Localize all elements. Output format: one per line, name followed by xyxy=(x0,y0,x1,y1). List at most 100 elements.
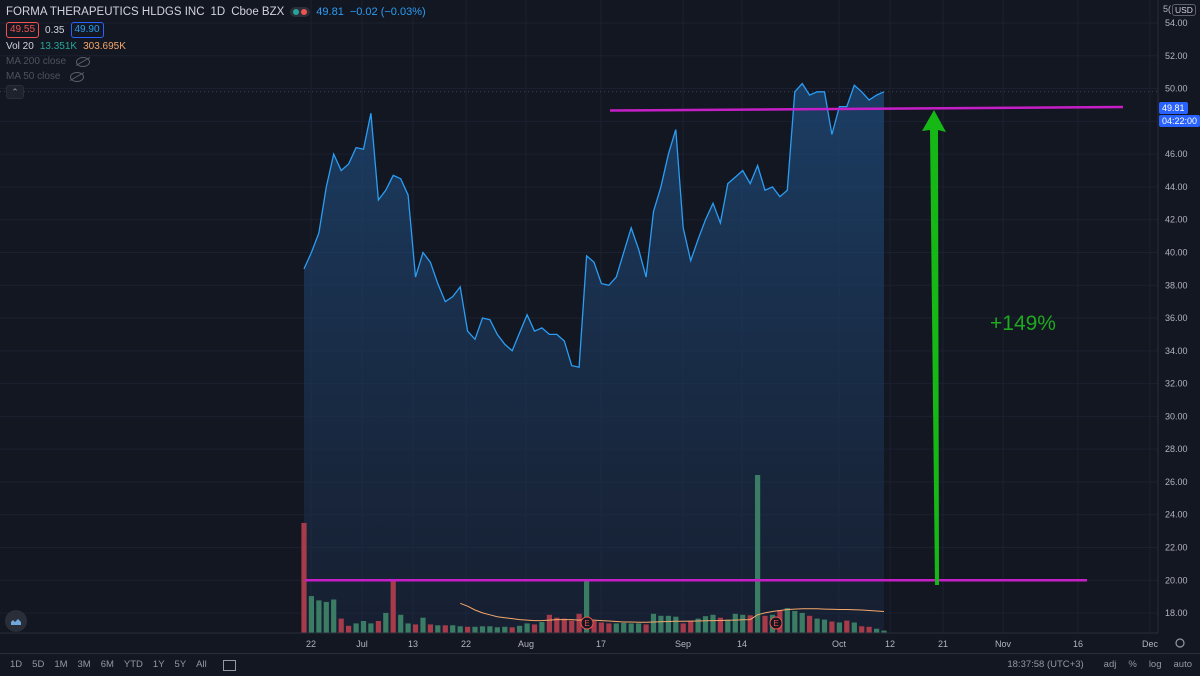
interval-label[interactable]: 1D xyxy=(210,6,226,18)
hidden-eye-icon[interactable] xyxy=(70,71,85,82)
y-tick-label: 46.00 xyxy=(1165,149,1188,159)
volume-bar xyxy=(688,621,694,633)
y-tick-label: 34.00 xyxy=(1165,346,1188,356)
volume-bar xyxy=(494,627,500,633)
percent-toggle[interactable]: % xyxy=(1128,659,1137,670)
volume-bar xyxy=(680,623,686,633)
auto-toggle[interactable]: auto xyxy=(1173,659,1193,670)
y-tick-label: 38.00 xyxy=(1165,280,1188,290)
volume-bar xyxy=(531,624,538,633)
volume-bar xyxy=(435,625,441,633)
volume-bar xyxy=(316,600,322,633)
log-toggle[interactable]: log xyxy=(1148,659,1162,670)
market-status-icon[interactable] xyxy=(290,7,311,17)
volume-bar xyxy=(747,615,753,633)
adj-toggle[interactable]: adj xyxy=(1103,659,1117,670)
axes: 18.00 20.00 22.00 24.00 26.00 28.00 30.00 32.00… xyxy=(0,0,1188,649)
clock-time[interactable]: 18:37:58 (UTC+3) xyxy=(1007,659,1084,670)
settings-gear-icon[interactable] xyxy=(1175,638,1185,648)
volume-bar xyxy=(695,618,701,633)
volume-bar xyxy=(628,623,634,633)
y-tick-label: 52.00 xyxy=(1165,51,1188,61)
vol-label[interactable]: Vol 20 xyxy=(6,41,34,52)
volume-bar xyxy=(606,623,612,633)
ma50-label: MA 50 close xyxy=(6,71,61,82)
y-tick-label: 40.00 xyxy=(1165,247,1188,257)
volume-bar xyxy=(784,608,790,633)
countdown-label: 04:22:00 xyxy=(1159,115,1200,127)
volume-bar xyxy=(762,615,768,633)
volume-bar xyxy=(844,620,850,633)
volume-bar xyxy=(524,623,530,633)
volume-bar xyxy=(598,622,604,633)
current-price-label: 49.81 xyxy=(1159,102,1188,114)
y-tick-label: 42.00 xyxy=(1165,215,1188,225)
volume-bar xyxy=(732,613,738,633)
volume-bar xyxy=(814,618,820,633)
volume-bar xyxy=(643,624,649,633)
range-1d[interactable]: 1D xyxy=(10,659,23,670)
symbol-name[interactable]: FORMA THERAPEUTICS HLDGS INC xyxy=(6,6,205,18)
price-area-fill xyxy=(304,83,884,634)
range-6m[interactable]: 6M xyxy=(100,659,114,670)
ma200-label: MA 200 close xyxy=(6,56,67,67)
percent-annotation[interactable]: +149% xyxy=(990,312,1056,336)
range-1m[interactable]: 1M xyxy=(54,659,68,670)
volume-bar xyxy=(569,620,575,633)
volume-bar xyxy=(502,626,508,633)
price-line xyxy=(303,82,885,368)
volume-bar xyxy=(881,630,887,633)
x-tick-label: Sep xyxy=(675,639,691,649)
volume-bar xyxy=(301,522,307,633)
ask-button[interactable]: 49.90 xyxy=(70,22,104,38)
volume-bar xyxy=(546,614,552,633)
y-tick-label: 50.00 xyxy=(1165,84,1188,94)
hidden-eye-icon[interactable] xyxy=(76,56,91,67)
range-5y[interactable]: 5Y xyxy=(174,659,187,670)
ma50-legend[interactable]: MA 50 close xyxy=(6,71,90,82)
x-tick-label: Jul xyxy=(356,639,368,649)
volume-bar xyxy=(851,622,857,633)
range-5d[interactable]: 5D xyxy=(32,659,45,670)
range-ytd[interactable]: YTD xyxy=(123,659,143,670)
calendar-icon[interactable] xyxy=(222,660,236,671)
volume-bar xyxy=(331,599,337,633)
vol-value: 13.351K xyxy=(39,41,78,52)
tradingview-logo[interactable] xyxy=(5,610,27,632)
bid-button[interactable]: 49.55 xyxy=(6,22,40,38)
volume-bar xyxy=(383,612,389,633)
y-tick-label: 20.00 xyxy=(1165,575,1188,585)
volume-ma-line xyxy=(460,602,885,623)
collapse-legend-button[interactable]: ⌃ xyxy=(6,85,24,99)
resistance-line xyxy=(609,105,1124,112)
x-tick-label: 12 xyxy=(885,639,895,649)
volume-bar xyxy=(613,623,619,633)
range-3m[interactable]: 3M xyxy=(77,659,91,670)
x-tick-label: 14 xyxy=(737,639,747,649)
volume-bar xyxy=(799,612,805,633)
x-tick-label: 13 xyxy=(408,639,418,649)
volume-bar xyxy=(450,625,456,633)
x-tick-label: Oct xyxy=(832,639,847,649)
symbol-legend: FORMA THERAPEUTICS HLDGS INC 1D Cboe BZX… xyxy=(6,6,432,18)
y-tick-label: 24.00 xyxy=(1165,510,1188,520)
y-tick-label: 22.00 xyxy=(1165,543,1188,553)
volume-bar xyxy=(740,614,746,633)
price-change: −0.02 (−0.03%) xyxy=(349,6,426,18)
currency-badge[interactable]: USD xyxy=(1172,4,1196,16)
range-1y[interactable]: 1Y xyxy=(152,659,165,670)
volume-bar xyxy=(405,623,411,633)
ma200-legend[interactable]: MA 200 close xyxy=(6,56,96,67)
range-all[interactable]: All xyxy=(196,659,207,670)
x-tick-label: Aug xyxy=(518,639,534,649)
y-tick-label: 18.00 xyxy=(1165,608,1188,618)
volume-bar xyxy=(710,614,716,633)
volume-bar xyxy=(427,624,433,633)
volume-bar xyxy=(725,619,731,633)
x-tick-label: 22 xyxy=(461,639,471,649)
range-selector: 1D 5D 1M 3M 6M YTD 1Y 5Y All xyxy=(10,659,246,671)
earnings-marker xyxy=(580,616,594,630)
volume-bar xyxy=(650,613,657,633)
